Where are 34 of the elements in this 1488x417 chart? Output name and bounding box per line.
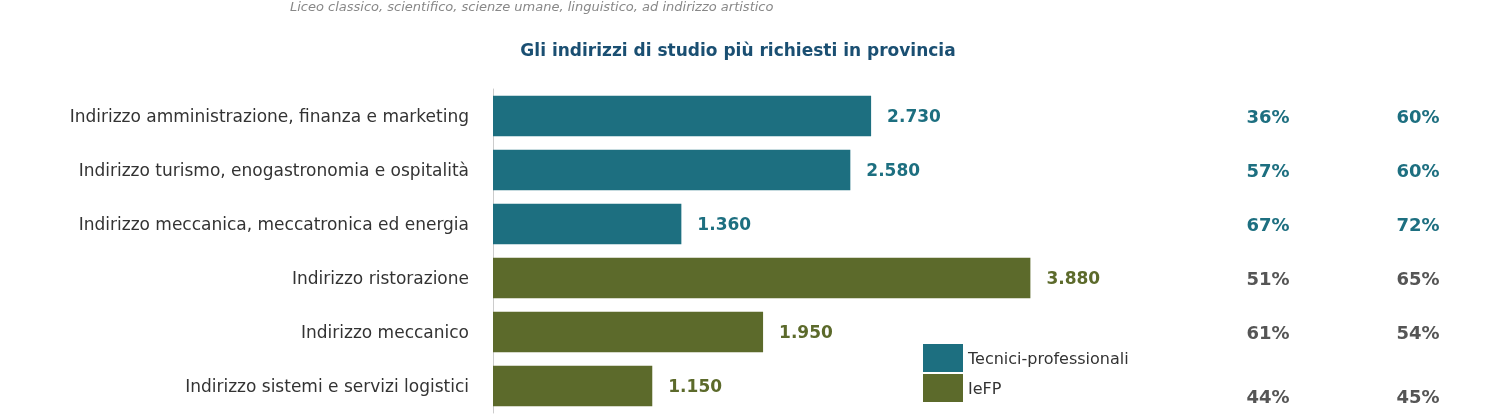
text: 60%: [1396, 159, 1440, 181]
data-label: 2.580: [866, 160, 921, 180]
y-tick-label: Indirizzo amministrazione, finanza e marketing: [69, 106, 469, 126]
text: 54%: [1396, 321, 1440, 343]
text: 44%: [1246, 385, 1290, 407]
text: 57%: [1246, 159, 1290, 181]
text: 67%: [1246, 213, 1290, 235]
y-tick-label: Indirizzo meccanico: [300, 322, 469, 342]
bar: [493, 203, 682, 245]
text: 36%: [1246, 105, 1290, 127]
data-label: 1.950: [779, 322, 834, 342]
text: 65%: [1396, 267, 1440, 289]
data-label: 1.360: [697, 214, 752, 234]
text: 45%: [1396, 385, 1440, 407]
y-tick-label: Indirizzo turismo, enogastronomia e ospitalità: [78, 160, 469, 180]
text: Liceo classico, scientifico, scienze umane, linguistico, ad indirizzo artistico: [290, 0, 774, 14]
text: 61%: [1246, 321, 1290, 343]
y-tick-label: Indirizzo sistemi e servizi logistici: [185, 376, 469, 396]
bar: [493, 365, 653, 407]
data-label: 1.150: [668, 376, 723, 396]
legend-label: IeFP: [968, 378, 1002, 398]
y-tick-label: Indirizzo meccanica, meccatronica ed energia: [78, 214, 469, 234]
bar: [493, 311, 764, 353]
bar: [493, 95, 872, 137]
y-tick-label: Indirizzo ristorazione: [292, 268, 469, 288]
text: 60%: [1396, 105, 1440, 127]
text: 72%: [1396, 213, 1440, 235]
text: 51%: [1246, 267, 1290, 289]
data-label: 3.880: [1046, 268, 1101, 288]
bar: [493, 149, 851, 191]
data-label: 2.730: [887, 106, 942, 126]
chart-title: Gli indirizzi di studio più richiesti in provincia: [520, 39, 956, 60]
legend-label: Tecnici-professionali: [967, 348, 1129, 368]
bar: [493, 257, 1031, 299]
